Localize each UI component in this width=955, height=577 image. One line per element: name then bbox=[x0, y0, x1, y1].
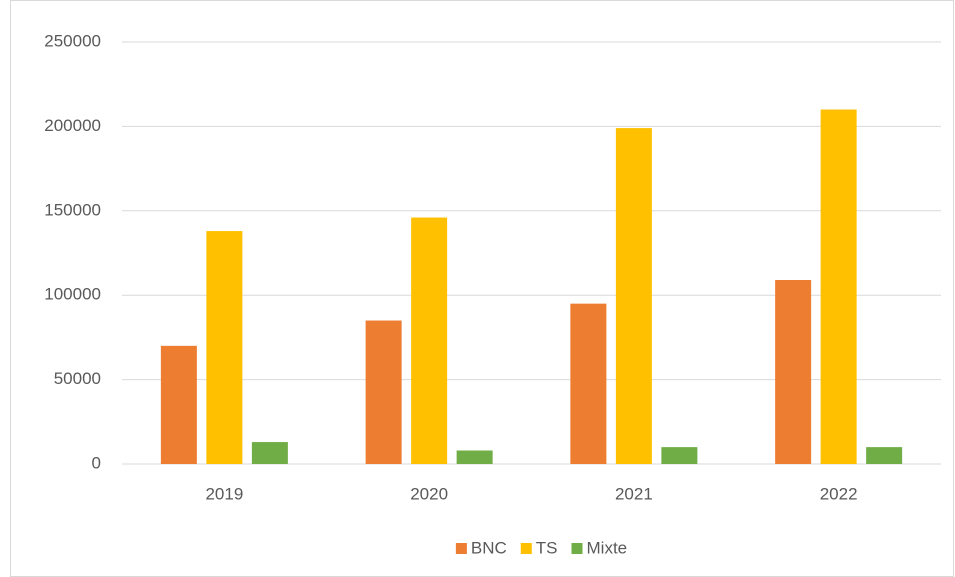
y-tick-label: 200000 bbox=[44, 116, 101, 135]
y-tick-label: 250000 bbox=[44, 31, 101, 50]
legend-swatch bbox=[455, 543, 467, 554]
bar bbox=[820, 109, 857, 465]
legend-label: Mixte bbox=[587, 538, 628, 557]
legend-label: BNC bbox=[471, 538, 507, 557]
bar bbox=[160, 345, 197, 464]
bar bbox=[456, 450, 493, 464]
y-tick-label: 0 bbox=[92, 453, 101, 472]
x-tick-label: 2019 bbox=[205, 484, 243, 503]
chart-frame bbox=[10, 0, 954, 577]
bar bbox=[775, 280, 812, 464]
bar bbox=[365, 320, 402, 464]
x-tick-label: 2022 bbox=[820, 484, 858, 503]
bar bbox=[251, 442, 288, 464]
y-tick-label: 150000 bbox=[44, 200, 101, 219]
legend-swatch bbox=[520, 543, 532, 554]
bar bbox=[411, 217, 448, 464]
legend-label: TS bbox=[536, 538, 558, 557]
bar bbox=[570, 303, 607, 464]
x-tick-label: 2021 bbox=[615, 484, 653, 503]
legend-swatch bbox=[571, 543, 583, 554]
bar bbox=[661, 447, 698, 464]
x-tick-label: 2020 bbox=[410, 484, 448, 503]
bar bbox=[615, 128, 652, 464]
bar bbox=[866, 447, 903, 464]
bar bbox=[206, 231, 243, 464]
y-tick-label: 50000 bbox=[54, 369, 101, 388]
y-tick-label: 100000 bbox=[44, 285, 101, 304]
